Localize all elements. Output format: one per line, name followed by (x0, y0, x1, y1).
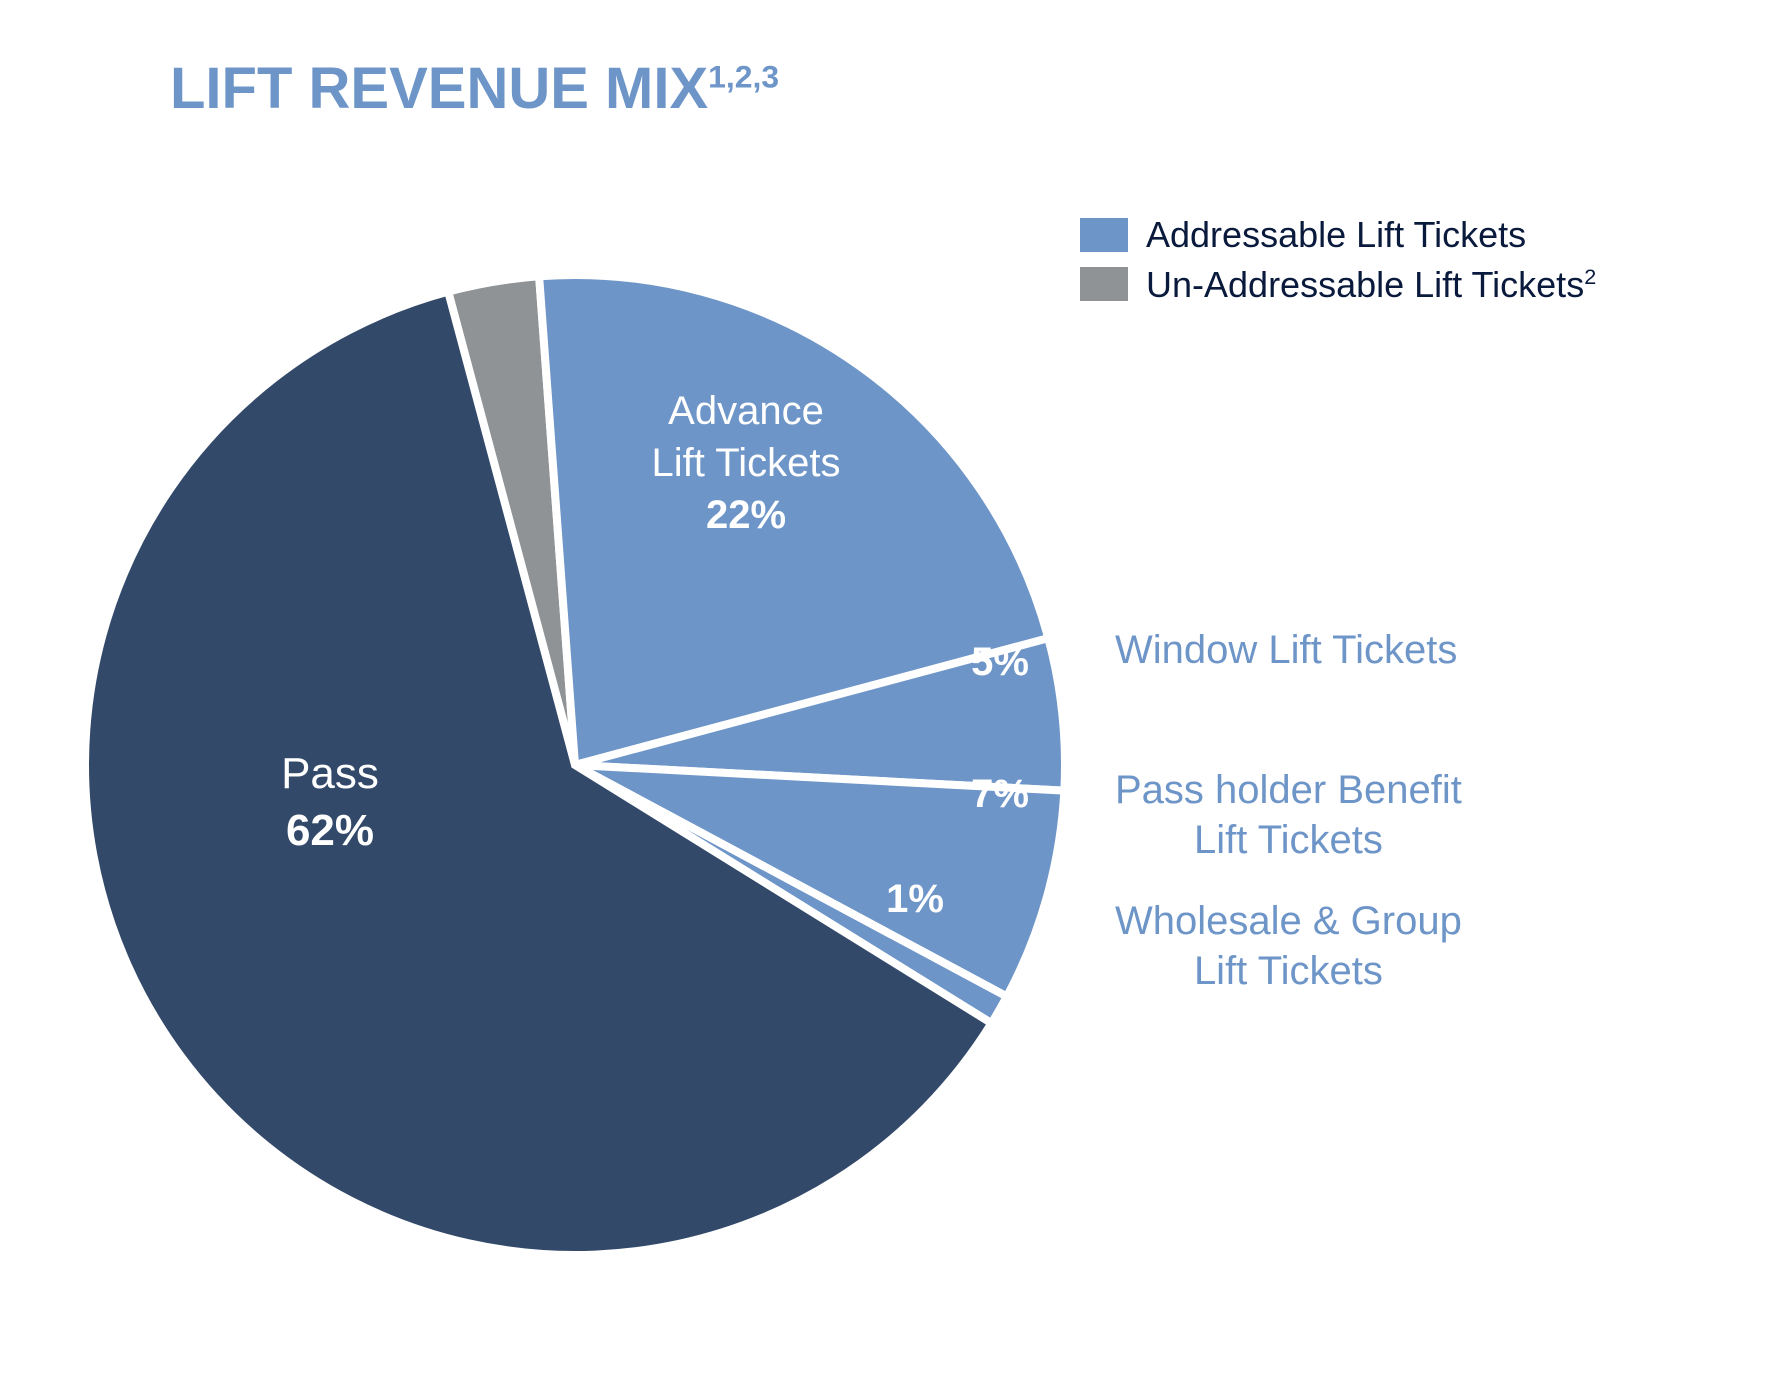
callout-line: Pass holder Benefit (1115, 765, 1462, 815)
slice-label-pct: 1% (855, 873, 975, 925)
callout-line: Window Lift Tickets (1115, 625, 1457, 675)
legend-swatch (1080, 218, 1128, 252)
callout-window: Window Lift Tickets (1115, 625, 1457, 675)
legend-label-super: 2 (1584, 264, 1596, 289)
slice-label-pct: 62% (220, 802, 440, 859)
pie-chart (0, 0, 1787, 1386)
callout-line: Lift Tickets (1115, 946, 1462, 996)
legend-label: Un-Addressable Lift Tickets2 (1146, 265, 1596, 305)
slice-label-pct: 7% (940, 768, 1060, 820)
slice-label-pct: 3% (502, 225, 622, 277)
legend-item: Un-Addressable Lift Tickets2 (1080, 265, 1596, 305)
slice-label-window: 5% (940, 636, 1060, 688)
slice-label-name: Lift Tickets (596, 437, 896, 489)
callout-passholder: Pass holder BenefitLift Tickets (1115, 765, 1462, 865)
slice-label-unaddressable: 3% (502, 225, 622, 277)
slice-label-pass: Pass62% (220, 745, 440, 859)
slice-label-wholesale: 1% (855, 873, 975, 925)
callout-wholesale: Wholesale & GroupLift Tickets (1115, 896, 1462, 996)
slice-label-pct: 22% (596, 489, 896, 541)
slice-label-name: Advance (596, 385, 896, 437)
legend: Addressable Lift Tickets Un-Addressable L… (1080, 215, 1596, 314)
slice-label-advance: AdvanceLift Tickets22% (596, 385, 896, 541)
legend-label-text: Addressable Lift Tickets (1146, 214, 1526, 255)
legend-item: Addressable Lift Tickets (1080, 215, 1596, 255)
slice-label-passholder: 7% (940, 768, 1060, 820)
legend-swatch (1080, 267, 1128, 301)
legend-label: Addressable Lift Tickets (1146, 215, 1526, 255)
slice-label-pct: 5% (940, 636, 1060, 688)
slice-label-name: Pass (220, 745, 440, 802)
callout-line: Lift Tickets (1115, 815, 1462, 865)
callout-line: Wholesale & Group (1115, 896, 1462, 946)
legend-label-text: Un-Addressable Lift Tickets (1146, 264, 1584, 305)
